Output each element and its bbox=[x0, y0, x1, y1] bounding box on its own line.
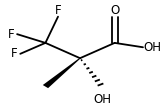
Text: F: F bbox=[55, 4, 61, 17]
Text: O: O bbox=[110, 4, 119, 17]
Text: OH: OH bbox=[93, 93, 111, 106]
Text: F: F bbox=[8, 28, 14, 41]
Text: OH: OH bbox=[143, 41, 161, 54]
Polygon shape bbox=[43, 58, 81, 88]
Text: F: F bbox=[11, 47, 17, 60]
